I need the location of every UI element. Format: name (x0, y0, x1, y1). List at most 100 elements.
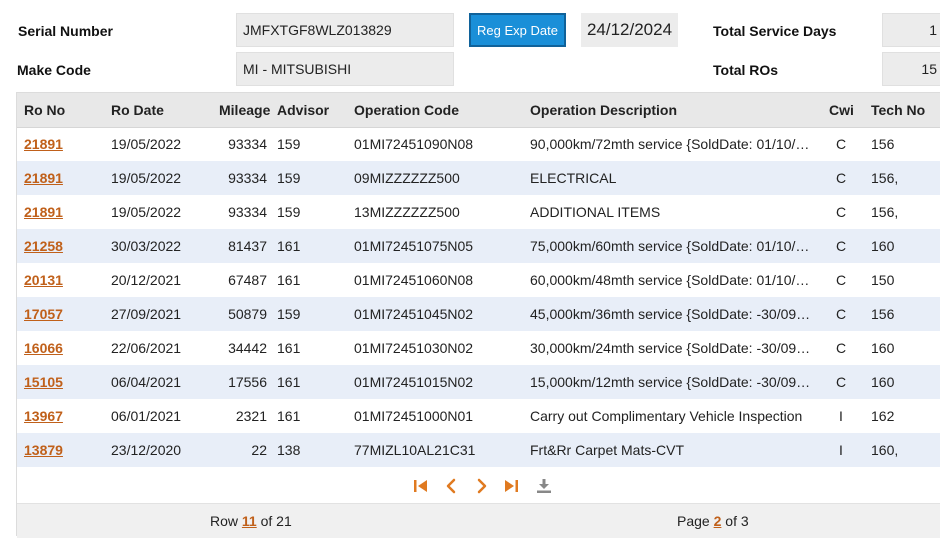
table-row[interactable]: 16066 22/06/2021 34442 161 01MI72451030N02 30… (17, 331, 940, 365)
advisor-cell: 161 (277, 272, 301, 288)
col-advisor[interactable]: Advisor (277, 102, 330, 118)
col-mileage[interactable]: Mileage (219, 102, 271, 118)
table-row[interactable]: 21891 19/05/2022 93334 159 09MIZZZZZZ500 ELEC… (17, 161, 940, 195)
col-operation-code[interactable]: Operation Code (354, 102, 460, 118)
table-row[interactable]: 13967 06/01/2021 2321 161 01MI72451000N01 Car… (17, 399, 940, 433)
table-row[interactable]: 21891 19/05/2022 93334 159 01MI72451090N08 90… (17, 127, 940, 161)
grid-header: Ro No Ro Date Mileage Advisor Operation … (17, 93, 940, 128)
grid-footer: Row 11 of 21 Page 2 of 3 (17, 503, 940, 538)
col-cwi[interactable]: Cwi (829, 102, 854, 118)
table-row[interactable]: 21891 19/05/2022 93334 159 13MIZZZZZZ500 ADDI… (17, 195, 940, 229)
serial-number-field[interactable]: JMFXTGF8WLZ013829 (236, 13, 454, 47)
ro-no-link[interactable]: 21258 (24, 238, 63, 254)
operation-code-cell: 13MIZZZZZZ500 (354, 204, 460, 220)
operation-code-cell: 01MI72451090N08 (354, 136, 474, 152)
cwi-cell: C (835, 306, 847, 322)
advisor-cell: 161 (277, 374, 301, 390)
ro-date-cell: 27/09/2021 (111, 306, 182, 322)
ro-no-link[interactable]: 21891 (24, 170, 63, 186)
col-operation-description[interactable]: Operation Description (530, 102, 678, 118)
ro-date-cell: 19/05/2022 (111, 170, 182, 186)
make-code-field[interactable]: MI - MITSUBISHI (236, 52, 454, 86)
ro-no-link[interactable]: 20131 (24, 272, 63, 288)
ro-no-link[interactable]: 13967 (24, 408, 63, 424)
tech-no-cell: 156, (871, 204, 899, 220)
ro-no-link[interactable]: 16066 (24, 340, 63, 356)
mileage-cell: 93334 (228, 204, 267, 220)
operation-code-cell: 09MIZZZZZZ500 (354, 170, 460, 186)
first-page-icon[interactable] (413, 478, 429, 494)
page-number-link[interactable]: 2 (713, 513, 722, 529)
reg-exp-date-button[interactable]: Reg Exp Date (469, 13, 566, 47)
operation-description-cell: 30,000km/24mth service {SoldDate: -30/09… (530, 340, 812, 356)
row-number-link[interactable]: 11 (241, 513, 257, 529)
cwi-cell: I (839, 442, 843, 458)
col-ro-date[interactable]: Ro Date (111, 102, 164, 118)
ro-no-link[interactable]: 21891 (24, 136, 63, 152)
tech-no-cell: 160 (871, 374, 895, 390)
operation-description-cell: Frt&Rr Carpet Mats-CVT (530, 442, 685, 458)
pager-bar (17, 469, 940, 503)
ro-date-cell: 19/05/2022 (111, 204, 182, 220)
ro-no-link[interactable]: 21891 (24, 204, 63, 220)
ro-no-link[interactable]: 15105 (24, 374, 63, 390)
row-indicator: Row 11 of 21 (210, 504, 292, 538)
reg-exp-date-field[interactable]: 24/12/2024 (581, 13, 678, 47)
row-label: Row (210, 513, 239, 529)
ro-no-link[interactable]: 17057 (24, 306, 63, 322)
advisor-cell: 159 (277, 306, 301, 322)
operation-code-cell: 01MI72451015N02 (354, 374, 474, 390)
row-total: of 21 (260, 513, 292, 529)
mileage-cell: 22 (251, 442, 267, 458)
operation-description-cell: ELECTRICAL (530, 170, 617, 186)
ro-date-cell: 23/12/2020 (111, 442, 182, 458)
operation-description-cell: Carry out Complimentary Vehicle Inspecti… (530, 408, 803, 424)
ro-date-cell: 19/05/2022 (111, 136, 182, 152)
operation-code-cell: 01MI72451075N05 (354, 238, 474, 254)
total-service-days-label: Total Service Days (713, 23, 837, 39)
page-total: of 3 (725, 513, 749, 529)
table-row[interactable]: 13879 23/12/2020 22 138 77MIZL10AL21C31 Frt&R… (17, 433, 940, 467)
table-row[interactable]: 21258 30/03/2022 81437 161 01MI72451075N05 75… (17, 229, 940, 263)
operation-code-cell: 01MI72451045N02 (354, 306, 474, 322)
tech-no-cell: 162 (871, 408, 895, 424)
operation-description-cell: ADDITIONAL ITEMS (530, 204, 661, 220)
col-ro-no[interactable]: Ro No (24, 102, 66, 118)
operation-code-cell: 01MI72451030N02 (354, 340, 474, 356)
cwi-cell: C (835, 374, 847, 390)
tech-no-cell: 156, (871, 170, 899, 186)
last-page-icon[interactable] (503, 478, 519, 494)
operation-code-cell: 01MI72451060N08 (354, 272, 474, 288)
operation-description-cell: 75,000km/60mth service {SoldDate: 01/10/… (530, 238, 812, 254)
tech-no-cell: 160, (871, 442, 899, 458)
ro-no-link[interactable]: 13879 (24, 442, 63, 458)
advisor-cell: 138 (277, 442, 301, 458)
total-ros-label: Total ROs (713, 62, 779, 78)
download-icon[interactable] (536, 478, 552, 494)
cwi-cell: C (835, 340, 847, 356)
table-row[interactable]: 15105 06/04/2021 17556 161 01MI72451015N02 15… (17, 365, 940, 399)
tech-no-cell: 150 (871, 272, 895, 288)
advisor-cell: 159 (277, 136, 301, 152)
advisor-cell: 159 (277, 170, 301, 186)
operation-code-cell: 01MI72451000N01 (354, 408, 474, 424)
operation-code-cell: 77MIZL10AL21C31 (354, 442, 476, 458)
mileage-cell: 67487 (228, 272, 267, 288)
mileage-cell: 17556 (228, 374, 267, 390)
make-code-label: Make Code (17, 62, 91, 78)
cwi-cell: C (835, 170, 847, 186)
operation-description-cell: 45,000km/36mth service {SoldDate: -30/09… (530, 306, 812, 322)
table-row[interactable]: 17057 27/09/2021 50879 159 01MI72451045N02 45… (17, 297, 940, 331)
mileage-cell: 50879 (228, 306, 267, 322)
page-label: Page (677, 513, 710, 529)
advisor-cell: 161 (277, 408, 301, 424)
ro-date-cell: 22/06/2021 (111, 340, 182, 356)
operation-description-cell: 60,000km/48mth service {SoldDate: 01/10/… (530, 272, 812, 288)
col-tech-no[interactable]: Tech No (871, 102, 926, 118)
advisor-cell: 161 (277, 340, 301, 356)
table-row[interactable]: 20131 20/12/2021 67487 161 01MI72451060N08 60… (17, 263, 940, 297)
ro-date-cell: 06/04/2021 (111, 374, 182, 390)
next-page-icon[interactable] (474, 478, 490, 494)
page-indicator: Page 2 of 3 (677, 504, 749, 538)
prev-page-icon[interactable] (443, 478, 459, 494)
